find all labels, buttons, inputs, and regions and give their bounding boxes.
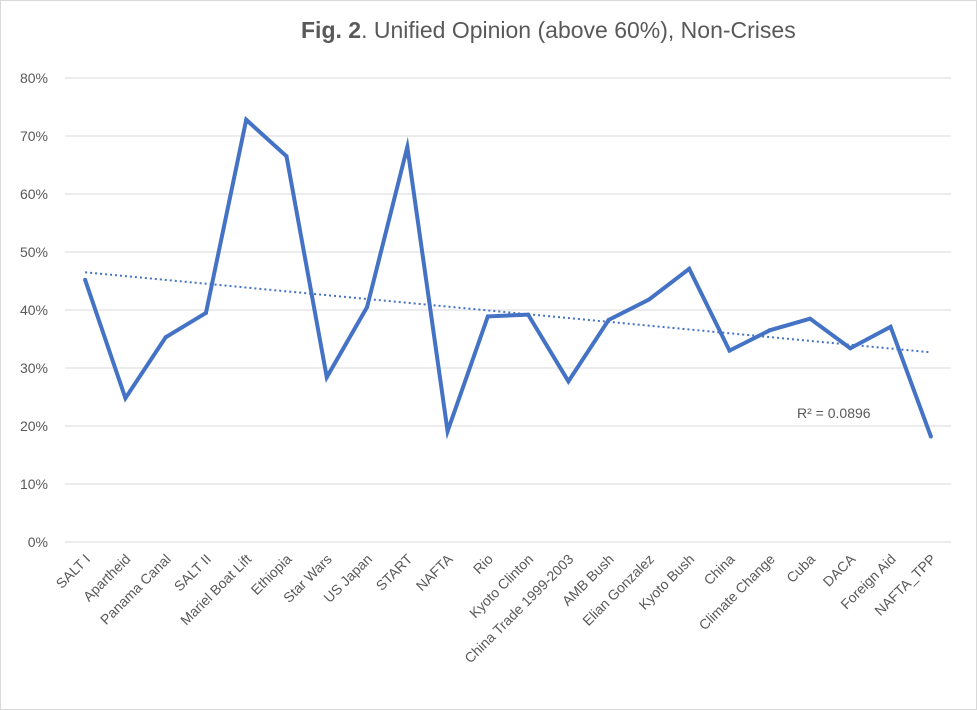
x-tick-label: Climate Change [696, 551, 778, 633]
trendline [85, 271, 931, 354]
series-line [83, 115, 933, 440]
data-point [123, 396, 128, 401]
data-point [324, 375, 329, 380]
x-tick-label: Panama Canal [97, 551, 174, 628]
data-point [284, 154, 289, 159]
chart-title: Fig. 2. Unified Opinion (above 60%), Non… [301, 17, 796, 44]
y-tick-label: 60% [20, 186, 48, 202]
y-tick-label: 0% [28, 534, 48, 550]
y-tick-label: 10% [20, 476, 48, 492]
data-point [727, 348, 732, 353]
y-axis-ticks: 0% 10% 20% 30% 40% 50% 60% 70% 80% [20, 70, 48, 550]
x-tick-label: Elian Gonzalez [579, 551, 657, 629]
data-point [928, 434, 933, 439]
data-point [566, 379, 571, 384]
trendline-group [85, 271, 931, 354]
y-tick-label: 30% [20, 360, 48, 376]
chart-title-bold: Fig. 2 [301, 17, 362, 43]
y-tick-label: 80% [20, 70, 48, 86]
data-point [203, 310, 208, 315]
x-tick-label: DACA [820, 550, 859, 589]
y-tick-label: 70% [20, 128, 48, 144]
x-tick-label: Mariel Boat Lift [177, 551, 254, 628]
data-point [445, 429, 450, 434]
y-tick-label: 40% [20, 302, 48, 318]
data-point [888, 324, 893, 329]
data-point [808, 316, 813, 321]
x-tick-label: NAFTA [413, 550, 456, 593]
chart-title-rest: . Unified Opinion (above 60%), Non-Crise… [361, 17, 796, 43]
x-tick-label: START [373, 550, 416, 593]
y-tick-label: 50% [20, 244, 48, 260]
data-point [767, 328, 772, 333]
data-point [606, 317, 611, 322]
data-point [485, 314, 490, 319]
series-group [83, 115, 933, 440]
data-point [365, 305, 370, 310]
x-tick-label: Rio [470, 551, 496, 577]
data-point [687, 266, 692, 271]
data-point [83, 277, 88, 282]
x-tick-label: China [700, 551, 737, 588]
r-squared-label: R² = 0.0896 [797, 405, 871, 421]
data-point [848, 346, 853, 351]
y-tick-label: 20% [20, 418, 48, 434]
data-point [526, 312, 531, 317]
data-point [405, 145, 410, 150]
x-tick-label: Cuba [783, 551, 818, 586]
data-point [646, 297, 651, 302]
data-point [163, 335, 168, 340]
gridlines [65, 77, 951, 543]
data-point [244, 117, 249, 122]
